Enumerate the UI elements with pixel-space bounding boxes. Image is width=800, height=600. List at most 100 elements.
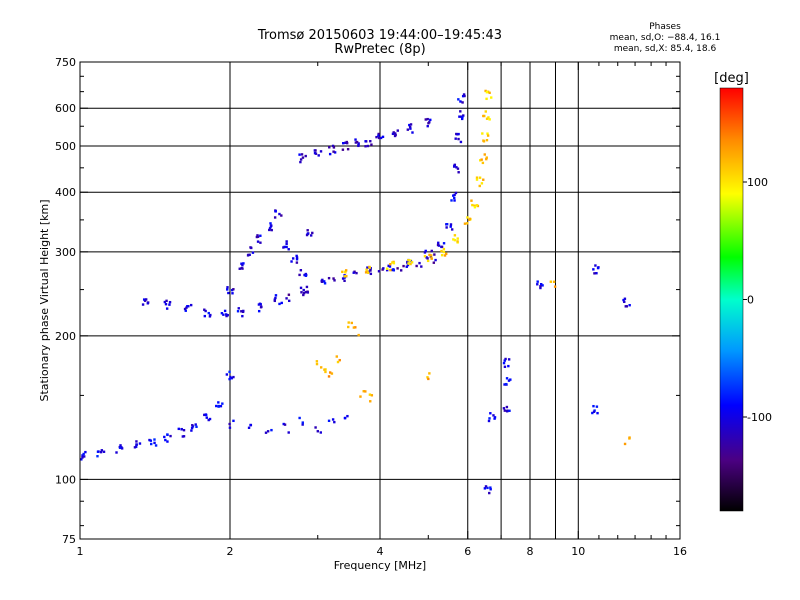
data-point [429,118,432,122]
data-point [364,271,368,274]
data-point [485,91,489,94]
data-point [493,417,496,420]
data-point [508,409,511,412]
data-point [486,134,490,137]
data-point [367,271,370,274]
data-point [502,407,506,410]
data-point [225,314,228,318]
data-point [354,326,357,329]
data-point [595,405,599,408]
data-point [366,144,370,148]
data-point [259,303,262,306]
data-point [341,277,345,280]
data-point [242,262,245,265]
data-point [343,275,347,278]
data-point [443,254,447,257]
data-point [489,486,492,489]
data-point [301,421,304,424]
data-point [232,288,235,291]
data-point [184,309,187,312]
data-point [280,214,283,217]
data-point [221,402,224,405]
data-point [302,291,306,295]
data-point [408,123,411,127]
data-point [207,418,210,422]
data-point [328,371,332,374]
data-point [191,424,194,427]
data-point [236,310,240,313]
data-point [503,409,507,412]
data-point [352,271,355,274]
data-point [333,151,337,154]
data-point [392,262,396,265]
colorbar-tick-label: 100 [747,176,768,189]
data-point [344,270,347,273]
data-point [259,241,262,244]
data-point [182,435,186,438]
data-point [306,229,309,232]
data-point [295,256,299,259]
data-point [596,266,600,270]
data-point [623,300,626,304]
data-point [487,116,490,119]
data-point [341,270,344,274]
data-point [427,377,430,381]
data-point [80,458,83,461]
data-point [463,94,466,98]
data-point [150,442,153,446]
y-tick-label: 400 [55,186,76,199]
data-point [299,158,303,161]
data-point [295,261,299,264]
data-point [459,100,462,103]
data-point [405,265,408,268]
x-tick-label: 6 [464,545,471,558]
data-point [328,152,332,156]
data-point [440,249,443,253]
data-point [183,307,187,311]
data-point [623,442,627,446]
data-point [305,285,309,289]
data-point [490,96,493,99]
phase-stats-x: mean, sd,X: 85.4, 18.6 [613,44,717,54]
data-point [333,279,336,282]
data-point [399,269,403,272]
data-point [452,194,455,197]
data-point [299,269,303,272]
data-point [168,303,171,306]
data-point [507,358,511,361]
data-point [485,157,488,161]
data-point [382,267,385,270]
data-point [389,263,392,266]
data-point [300,291,303,294]
data-point [478,176,482,179]
data-point [274,296,277,300]
data-point [144,298,148,301]
data-point [485,97,488,101]
data-point [306,232,309,236]
data-point [445,252,448,256]
data-point [502,361,506,365]
data-point [164,438,167,442]
data-point [539,286,542,290]
data-point [369,140,372,143]
data-point [327,419,331,423]
data-point [391,261,394,264]
data-point [251,251,255,254]
data-point [165,299,168,303]
data-point [409,127,412,130]
data-point [333,420,336,424]
data-point [285,240,288,243]
data-point [429,255,433,258]
data-point [402,264,405,268]
data-point [225,313,228,316]
data-point [166,433,169,437]
data-point [168,300,172,304]
data-point [256,235,260,238]
data-point [592,410,596,413]
data-point [141,303,145,306]
data-point [485,117,489,120]
data-point [250,246,253,250]
data-point [392,268,395,271]
data-point [409,123,413,126]
data-point [433,253,436,256]
